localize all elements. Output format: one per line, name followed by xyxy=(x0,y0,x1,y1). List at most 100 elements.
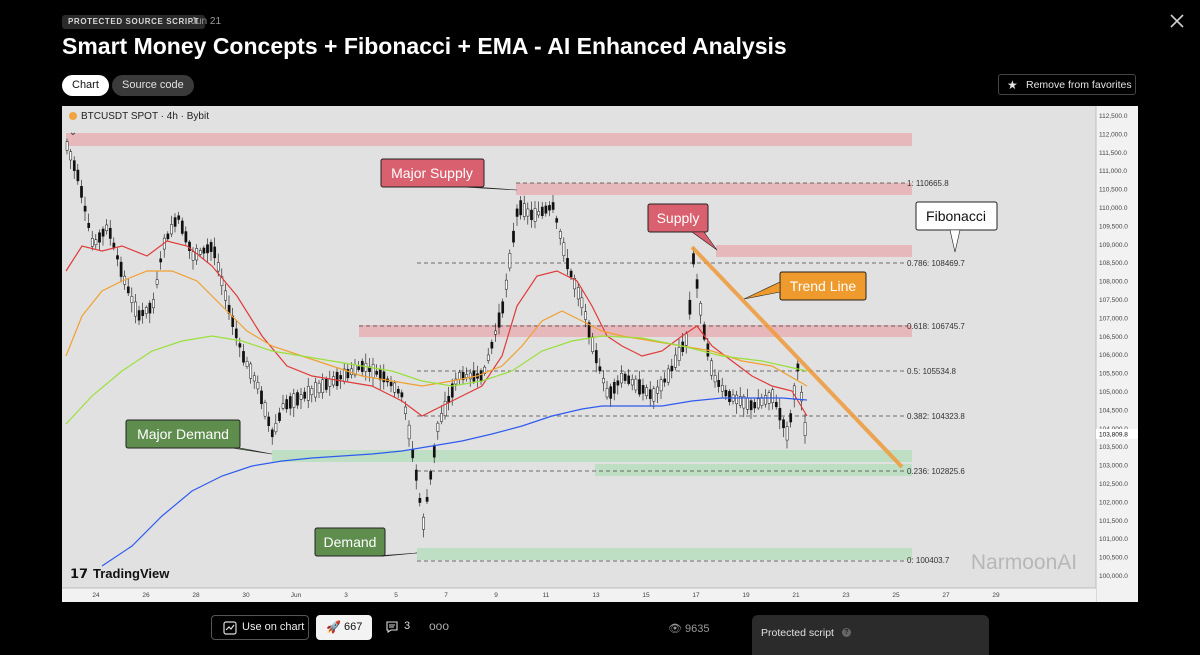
more-options-button[interactable]: ooo xyxy=(429,619,450,633)
candle xyxy=(105,224,109,232)
ema-fast-line xyxy=(65,240,808,417)
candle xyxy=(659,379,663,392)
price-tick-label: 106,500.0 xyxy=(1099,334,1128,341)
candle xyxy=(605,388,609,398)
time-tick-label: 30 xyxy=(242,592,250,599)
candle xyxy=(206,244,209,254)
candle xyxy=(749,400,753,411)
candle xyxy=(371,364,375,378)
comments-button[interactable]: 3 xyxy=(383,615,413,640)
candle xyxy=(134,301,137,317)
candle xyxy=(558,231,562,239)
remove-from-favorites-button[interactable]: ★ Remove from favorites xyxy=(998,74,1136,95)
time-tick-label: 23 xyxy=(842,592,850,599)
price-tick-label: 107,000.0 xyxy=(1099,315,1128,322)
candle xyxy=(522,203,526,217)
candle xyxy=(566,258,569,270)
candle xyxy=(461,371,465,381)
candle xyxy=(65,141,69,151)
candle xyxy=(198,250,202,255)
candle xyxy=(656,386,659,394)
narmoon-watermark: NarmoonAI xyxy=(971,551,1077,574)
collapse-chevron-icon[interactable]: ⌄ xyxy=(69,127,77,138)
candle xyxy=(263,402,267,417)
candle xyxy=(486,354,490,361)
bybit-icon xyxy=(69,112,77,120)
candle xyxy=(404,406,407,415)
help-icon[interactable]: ? xyxy=(842,628,851,637)
candle xyxy=(252,375,256,382)
candle xyxy=(141,309,145,316)
candle xyxy=(796,363,800,372)
candle xyxy=(735,394,739,405)
chart-panel[interactable]: Major Supply Supply Fibonacci Trend Line… xyxy=(62,106,1138,602)
candle xyxy=(623,373,627,381)
candle xyxy=(321,379,325,393)
fib-label-0618: 0.618: 106745.7 xyxy=(907,322,965,331)
major-demand-label: Major Demand xyxy=(137,426,229,442)
candle xyxy=(306,386,310,401)
publish-date: Jun 21 xyxy=(191,16,222,27)
protected-source-badge: PROTECTED SOURCE SCRIPT xyxy=(62,15,206,29)
candle xyxy=(602,378,605,384)
candle xyxy=(576,287,580,300)
price-tick-label: 108,500.0 xyxy=(1099,260,1128,267)
candle xyxy=(717,380,721,387)
comment-count: 3 xyxy=(404,620,411,632)
candle xyxy=(375,370,379,375)
price-axis-bg xyxy=(1096,106,1138,602)
candle xyxy=(666,368,670,383)
candle xyxy=(497,312,501,328)
candle xyxy=(414,469,418,481)
fib-label-0: 0: 100403.7 xyxy=(907,556,950,565)
candle xyxy=(771,389,775,403)
candle xyxy=(508,253,512,269)
candle xyxy=(512,230,515,243)
candle xyxy=(580,297,584,309)
candle xyxy=(436,422,440,432)
time-tick-label: 7 xyxy=(444,592,448,599)
time-tick-label: 28 xyxy=(192,592,200,599)
price-tick-label: 100,500.0 xyxy=(1099,555,1128,562)
candle xyxy=(728,391,731,403)
tab-source-code[interactable]: Source code xyxy=(112,75,194,96)
candle xyxy=(310,388,314,396)
time-tick-label: 13 xyxy=(592,592,600,599)
candle xyxy=(173,217,177,227)
price-tick-label: 105,000.0 xyxy=(1099,389,1128,396)
candle xyxy=(90,238,94,247)
candle xyxy=(774,401,778,408)
time-tick-label: 17 xyxy=(692,592,700,599)
fib-label-0382: 0.382: 104323.8 xyxy=(907,412,965,421)
major-supply-callout: Major Supply xyxy=(380,158,518,191)
tab-chart[interactable]: Chart xyxy=(62,75,109,96)
candle xyxy=(80,186,83,198)
candle xyxy=(69,151,73,161)
candle xyxy=(620,373,623,384)
boost-button[interactable]: 🚀 667 xyxy=(316,615,372,640)
candle xyxy=(450,383,454,398)
use-on-chart-button[interactable]: Use on chart xyxy=(211,615,309,640)
candle xyxy=(573,278,577,290)
time-tick-label: 15 xyxy=(642,592,650,599)
price-tick-label: 109,500.0 xyxy=(1099,223,1128,230)
candle xyxy=(551,202,555,210)
close-icon[interactable] xyxy=(1166,10,1188,32)
candle xyxy=(144,307,148,314)
candle xyxy=(634,378,638,391)
candle xyxy=(267,416,271,426)
candle xyxy=(540,206,544,216)
fib-label-0236: 0.236: 102825.6 xyxy=(907,467,965,476)
candle xyxy=(760,397,764,406)
views-counter: 👁 9635 xyxy=(668,622,710,635)
candle xyxy=(530,209,533,221)
candle xyxy=(112,242,116,248)
candle xyxy=(800,391,803,402)
candle xyxy=(609,386,613,399)
candle xyxy=(756,398,760,409)
candle xyxy=(108,227,112,239)
fibonacci-label: Fibonacci xyxy=(926,208,986,224)
candle xyxy=(170,224,173,235)
candle xyxy=(652,388,656,402)
time-tick-label: 19 xyxy=(742,592,750,599)
